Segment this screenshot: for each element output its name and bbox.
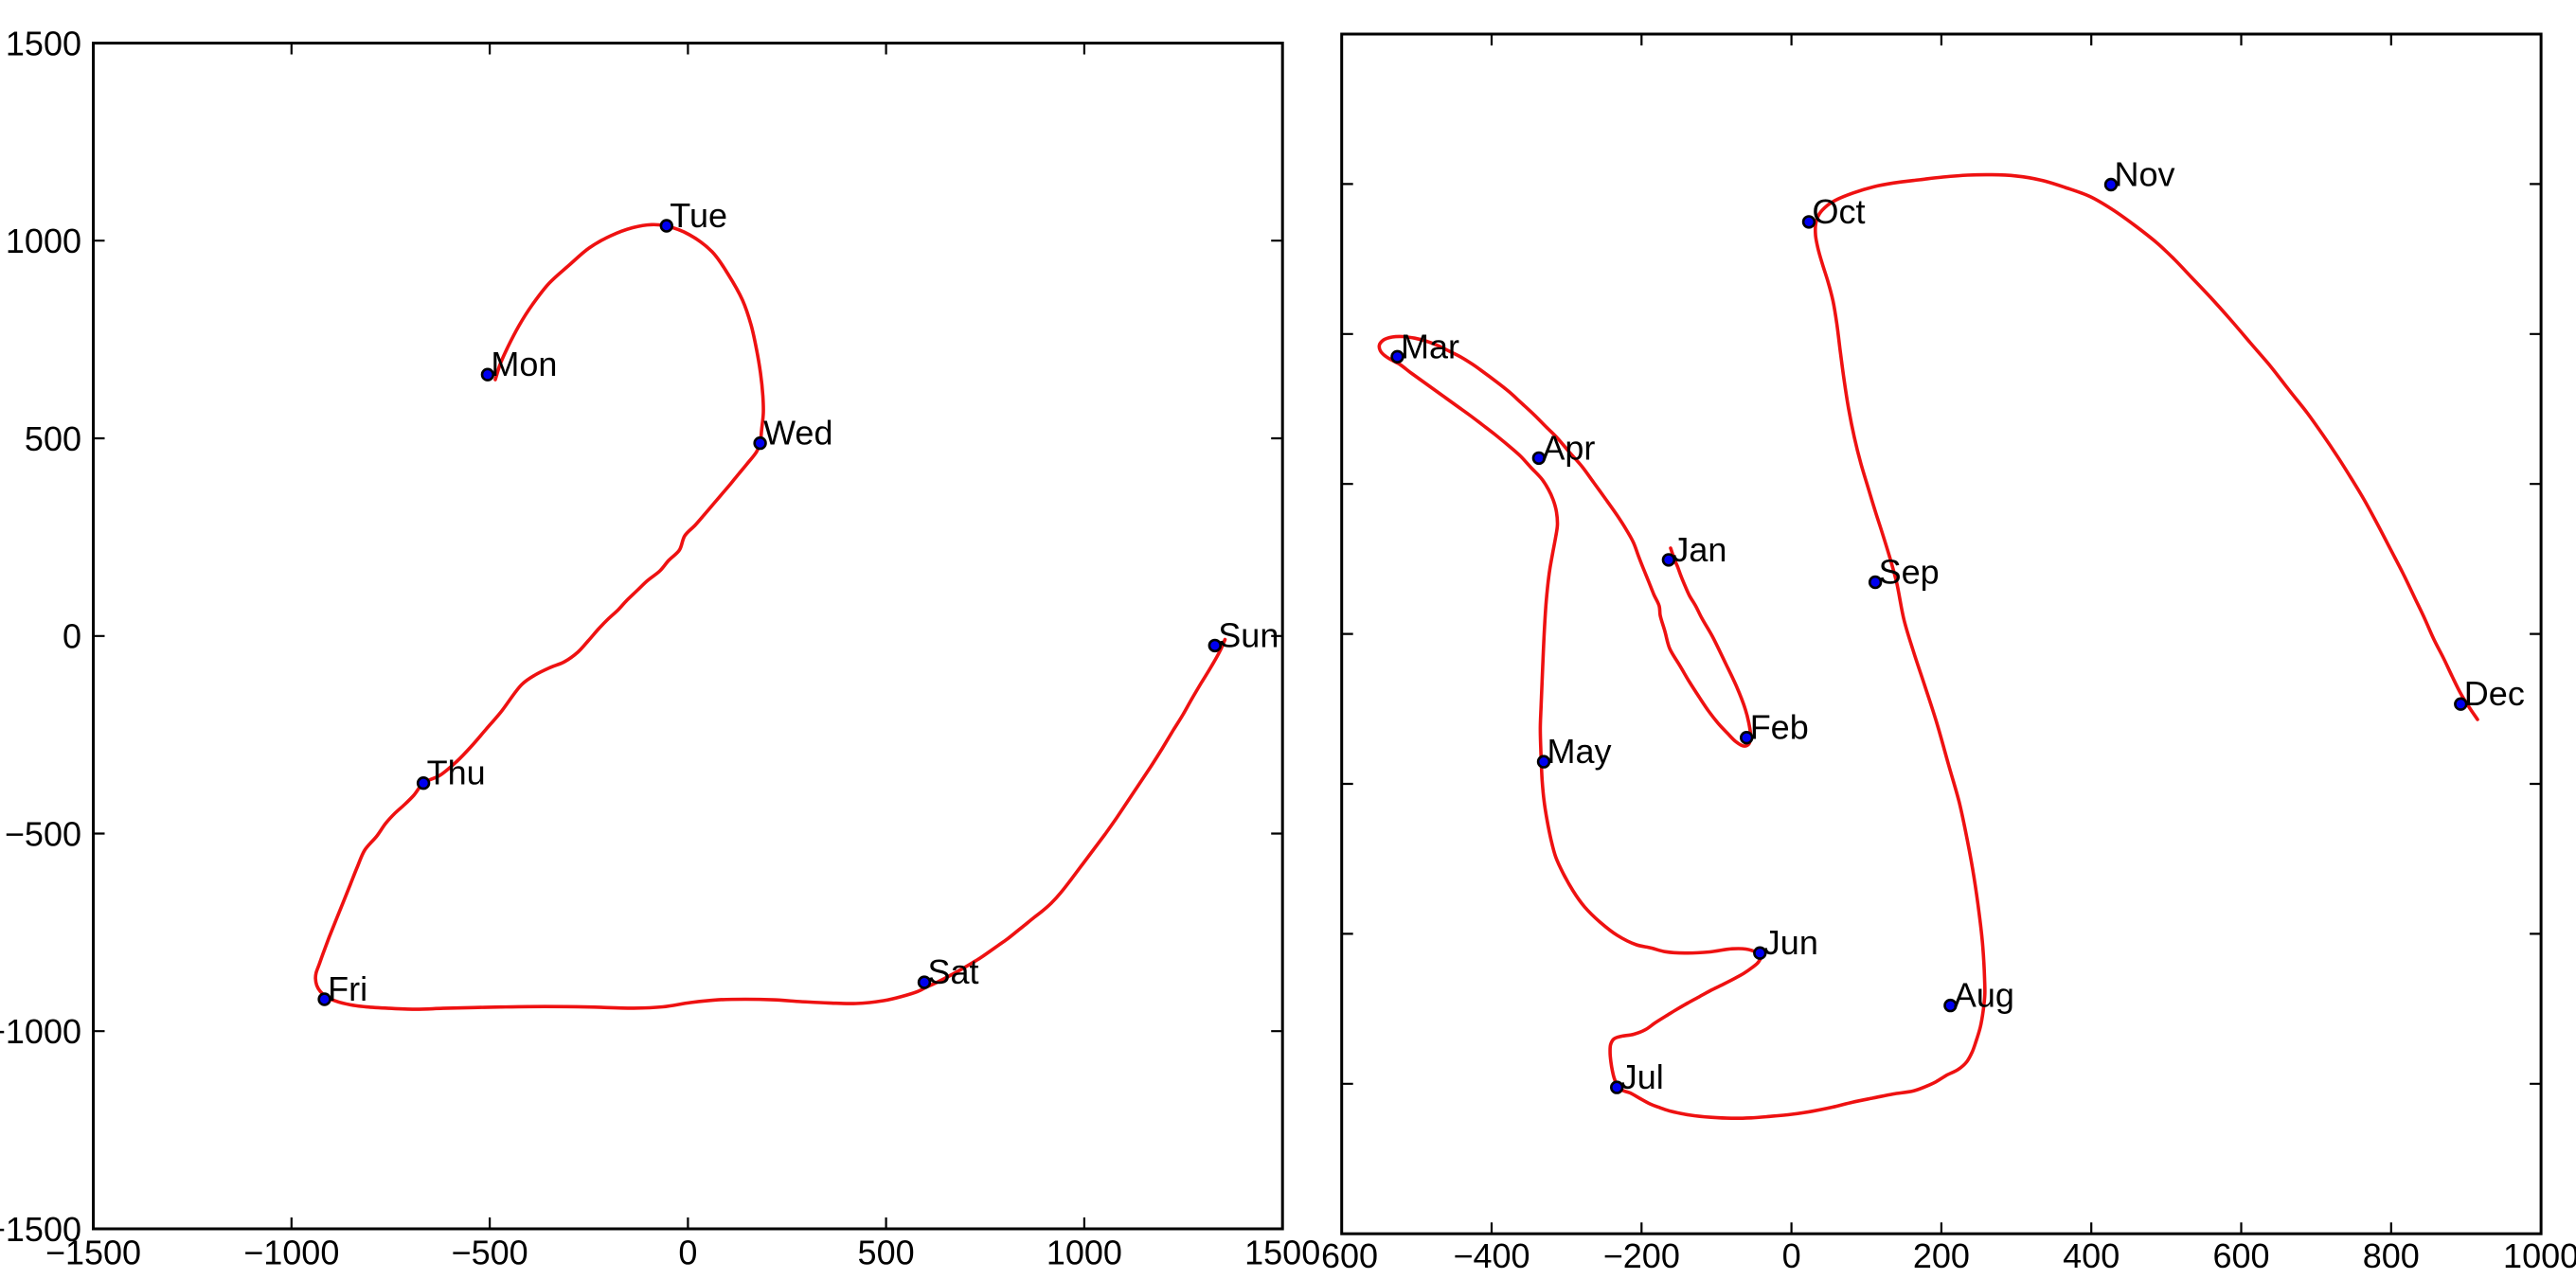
svg-text:Oct: Oct xyxy=(1813,192,1866,231)
svg-text:Dec: Dec xyxy=(2464,674,2525,713)
svg-text:0: 0 xyxy=(1782,1236,1801,1275)
svg-text:Aug: Aug xyxy=(1954,976,2014,1015)
svg-text:Sun: Sun xyxy=(1218,615,1279,654)
svg-text:−1000: −1000 xyxy=(0,1012,81,1051)
svg-text:Thu: Thu xyxy=(427,754,486,792)
svg-text:1000: 1000 xyxy=(1046,1234,1122,1272)
svg-text:−400: −400 xyxy=(1453,1236,1530,1275)
svg-text:400: 400 xyxy=(2063,1236,2120,1275)
svg-text:1000: 1000 xyxy=(6,222,81,260)
svg-text:Jul: Jul xyxy=(1620,1057,1664,1096)
svg-text:200: 200 xyxy=(1913,1236,1970,1275)
svg-text:Nov: Nov xyxy=(2115,155,2175,194)
svg-text:600: 600 xyxy=(1321,1236,1378,1275)
svg-text:Jun: Jun xyxy=(1763,923,1818,962)
svg-text:0: 0 xyxy=(678,1234,697,1272)
svg-text:0: 0 xyxy=(63,617,81,656)
svg-text:−1500: −1500 xyxy=(45,1234,141,1272)
svg-text:May: May xyxy=(1547,732,1612,771)
svg-text:Wed: Wed xyxy=(763,414,832,453)
svg-text:800: 800 xyxy=(2363,1236,2420,1275)
svg-text:1500: 1500 xyxy=(1244,1234,1320,1272)
svg-text:−1500: −1500 xyxy=(0,1210,81,1249)
svg-text:Tue: Tue xyxy=(670,196,727,235)
svg-text:1500: 1500 xyxy=(6,24,81,62)
svg-text:−500: −500 xyxy=(452,1234,528,1272)
svg-text:500: 500 xyxy=(858,1234,915,1272)
svg-text:1000: 1000 xyxy=(2503,1236,2576,1275)
svg-text:Feb: Feb xyxy=(1750,708,1809,747)
svg-text:Mar: Mar xyxy=(1401,327,1459,365)
svg-text:500: 500 xyxy=(25,419,81,458)
svg-text:Jan: Jan xyxy=(1672,530,1726,569)
svg-text:−500: −500 xyxy=(5,814,81,853)
svg-text:−200: −200 xyxy=(1603,1236,1680,1275)
svg-text:600: 600 xyxy=(2212,1236,2269,1275)
svg-text:Fri: Fri xyxy=(328,969,367,1008)
svg-text:Apr: Apr xyxy=(1542,428,1595,467)
svg-text:Mon: Mon xyxy=(491,345,557,383)
svg-text:−1000: −1000 xyxy=(243,1234,339,1272)
svg-text:Sep: Sep xyxy=(1879,553,1940,592)
svg-text:Sat: Sat xyxy=(928,952,979,991)
